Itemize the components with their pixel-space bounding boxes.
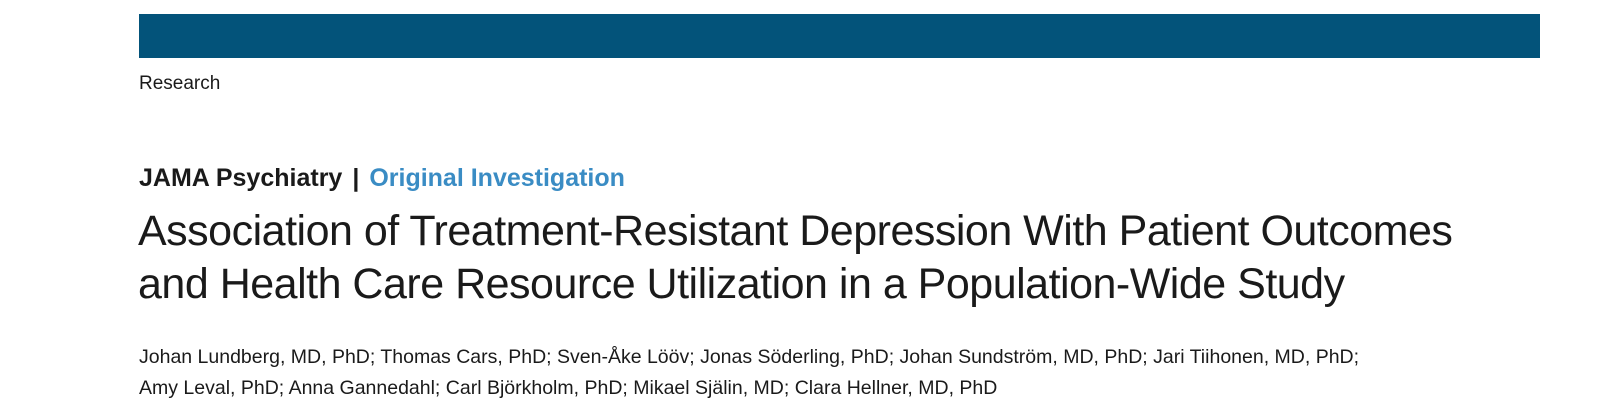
journal-line: JAMA Psychiatry | Original Investigation <box>139 162 625 194</box>
journal-header-bar <box>139 14 1540 58</box>
authors-line-2: Amy Leval, PhD; Anna Gannedahl; Carl Bjö… <box>139 377 998 399</box>
article-type: Original Investigation <box>369 164 625 192</box>
article-title: Association of Treatment-Resistant Depre… <box>138 205 1558 311</box>
article-title-line-2: and Health Care Resource Utilization in … <box>138 260 1345 308</box>
article-title-line-1: Association of Treatment-Resistant Depre… <box>138 207 1453 255</box>
authors-line-1: Johan Lundberg, MD, PhD; Thomas Cars, Ph… <box>139 346 1360 368</box>
section-label: Research <box>139 73 221 94</box>
journal-separator: | <box>352 164 360 192</box>
author-list: Johan Lundberg, MD, PhD; Thomas Cars, Ph… <box>139 342 1559 404</box>
journal-name: JAMA Psychiatry <box>139 164 343 192</box>
